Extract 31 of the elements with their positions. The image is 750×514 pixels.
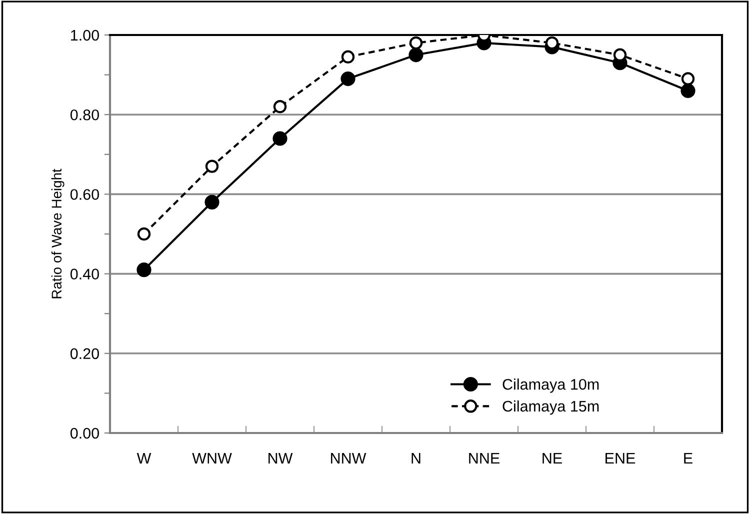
legend-label: Cilamaya 15m: [502, 400, 599, 415]
x-tick-label: E: [684, 453, 692, 464]
point: [340, 71, 356, 86]
y-tick-label: 1.00: [71, 30, 99, 41]
x-tick-label: N: [412, 453, 420, 464]
point: [273, 100, 287, 114]
point: [272, 131, 288, 146]
y-tick-label: 0.60: [70, 189, 99, 200]
point: [204, 194, 220, 210]
y-tick-label: 0.40: [70, 268, 99, 280]
x-tick-label: NW: [268, 453, 293, 464]
legend-label: Cilamaya 10m: [502, 378, 599, 393]
point: [137, 227, 151, 241]
x-tick-label: ENE: [606, 453, 636, 464]
x-tick-label: NNW: [331, 453, 366, 464]
point: [681, 72, 695, 86]
x-tick-label: WNW: [192, 453, 232, 464]
x-tick-label: W: [136, 453, 152, 464]
x-tick-label: NE: [542, 453, 562, 464]
point: [341, 50, 355, 64]
point: [408, 48, 424, 62]
point: [409, 36, 423, 50]
y-tick-label: 0.20: [70, 348, 99, 360]
point: [680, 83, 696, 98]
x-tick-label: NNE: [469, 453, 500, 464]
point: [136, 262, 152, 278]
y-axis-title: Ratio of Wave Height: [51, 168, 64, 298]
y-tick-label: 0.80: [70, 109, 99, 120]
point: [613, 48, 627, 62]
y-tick-label: 0.00: [70, 428, 99, 439]
point: [205, 160, 219, 173]
